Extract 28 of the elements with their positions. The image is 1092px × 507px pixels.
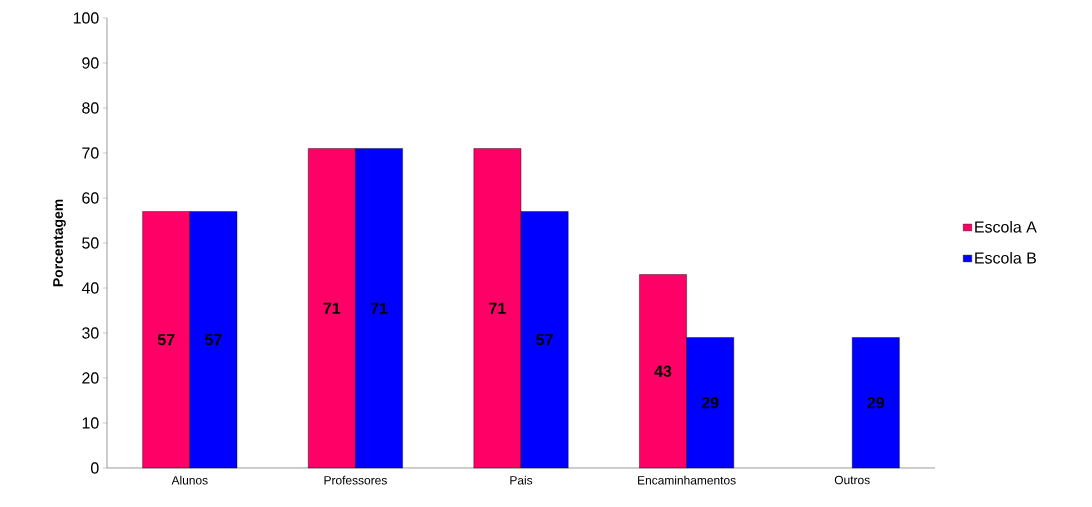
y-tick-label: 90 (82, 57, 99, 69)
x-tick-label: Alunos (171, 475, 208, 485)
x-tick-label: Pais (510, 475, 533, 485)
legend-label: Escola A (975, 220, 1037, 233)
y-tick-label: 40 (81, 282, 99, 294)
y-tick-label: 50 (82, 237, 99, 249)
y-tick-label: 100 (73, 12, 99, 24)
data-label: 71 (323, 302, 341, 314)
data-label: 71 (489, 302, 506, 314)
y-tick-label: 0 (91, 462, 99, 474)
data-label: 71 (370, 302, 388, 314)
y-axis-title: Porcentagem (53, 199, 66, 287)
y-tick-label: 70 (82, 147, 99, 159)
data-label: 29 (701, 397, 719, 409)
legend-label: Escola B (975, 251, 1036, 264)
y-tick-label: 20 (82, 372, 99, 384)
data-label: 57 (157, 334, 175, 346)
y-tick-label: 80 (82, 102, 99, 114)
x-tick-label: Outros (834, 475, 870, 485)
y-tick-label: 30 (82, 327, 99, 339)
data-label: 43 (654, 365, 672, 377)
y-tick-label: 10 (82, 417, 99, 429)
y-tick-label: 60 (82, 192, 99, 204)
data-label: 57 (205, 334, 222, 346)
data-label: 57 (536, 334, 553, 346)
data-label: 29 (867, 397, 885, 409)
x-tick-label: Encaminhamentos (638, 475, 736, 485)
x-tick-label: Professores (324, 475, 387, 485)
